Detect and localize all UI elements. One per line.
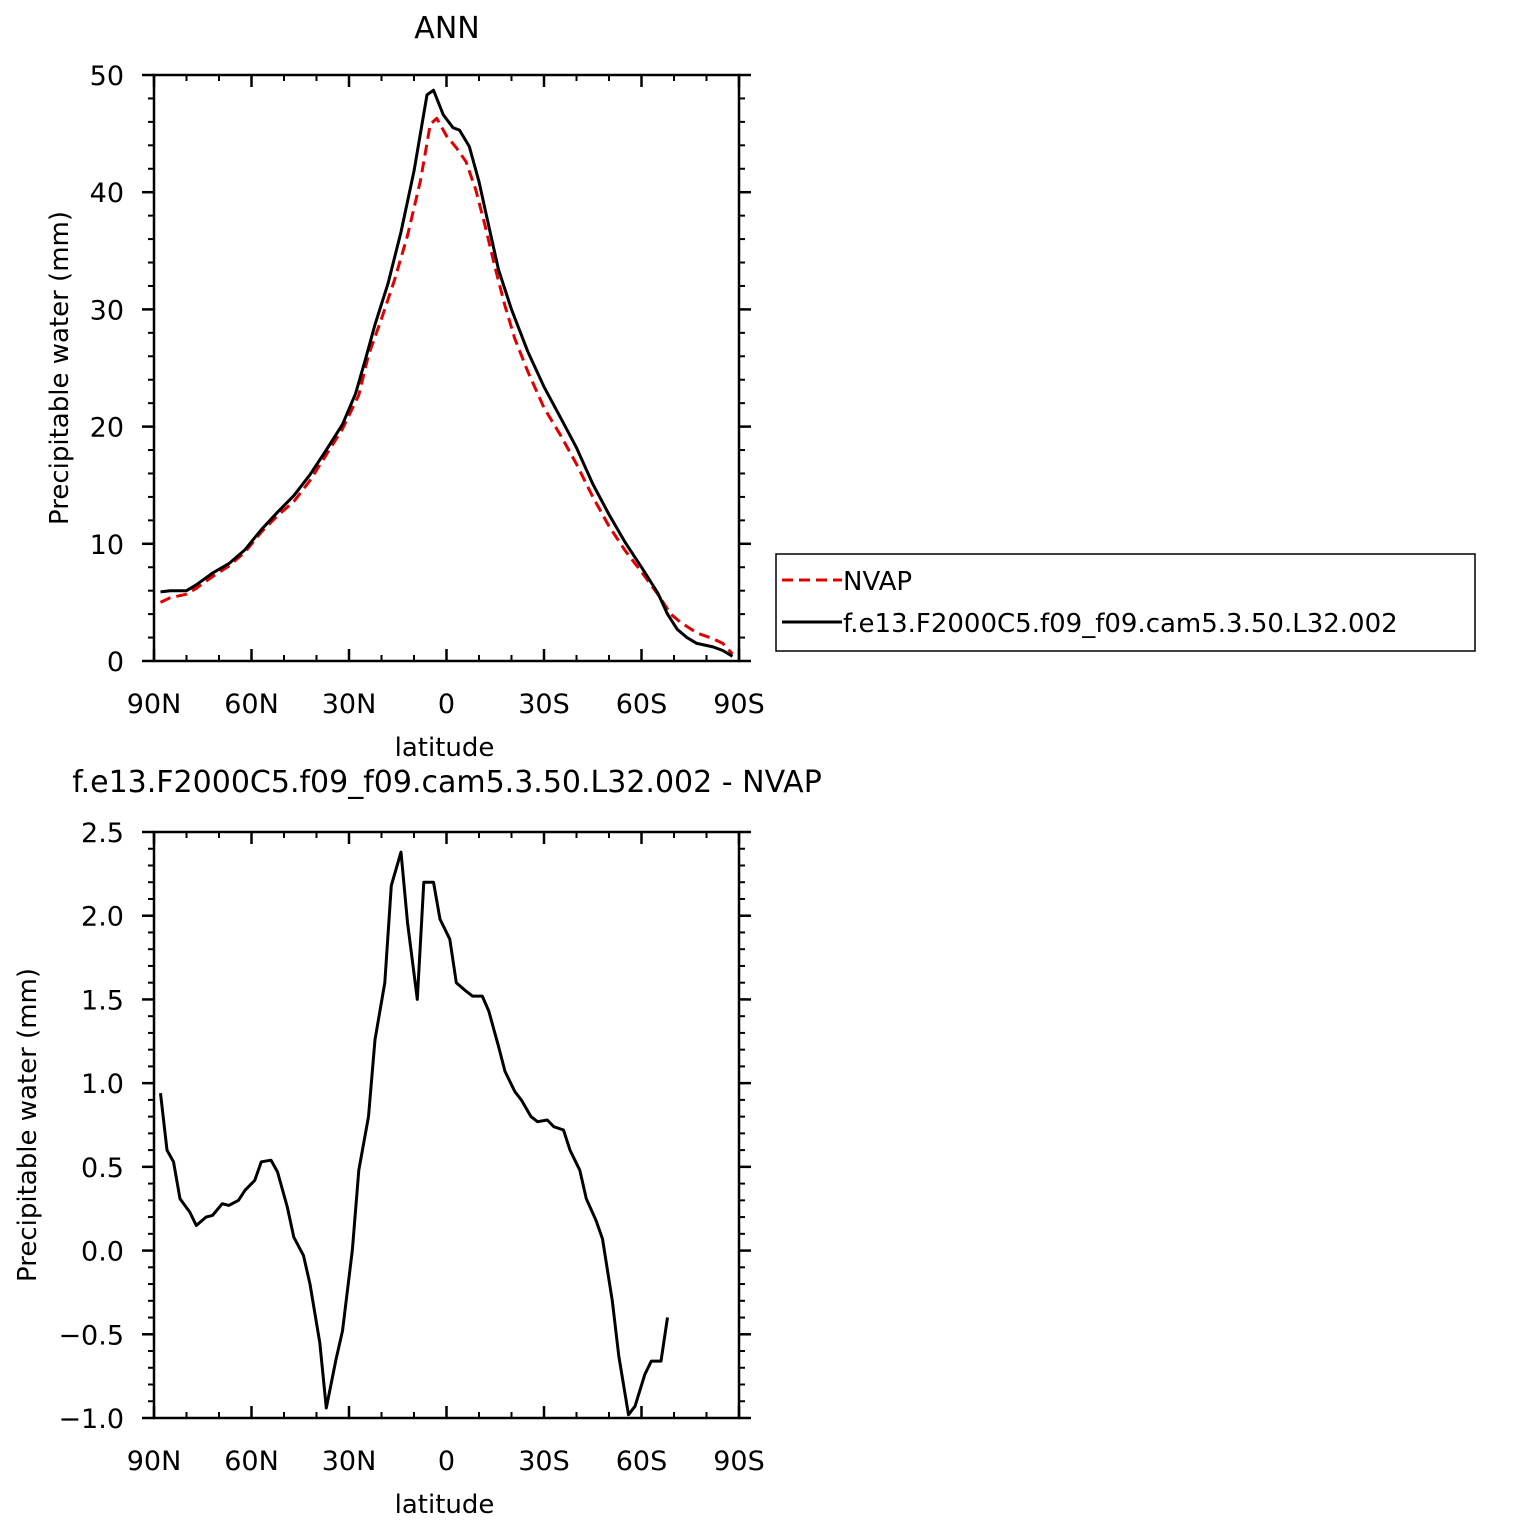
x-axis-label: latitude (395, 1490, 495, 1520)
legend-label: NVAP (843, 567, 912, 597)
y-tick-label: 0.0 (81, 1237, 124, 1268)
y-tick-label: 10 (90, 530, 124, 561)
x-tick-label: 30S (518, 1446, 570, 1477)
plot-frame (152, 73, 741, 663)
x-tick-label: 30N (322, 1446, 377, 1477)
x-tick-label: 60N (224, 1446, 279, 1477)
y-tick-label: 0 (107, 647, 124, 678)
x-tick-label: 60N (224, 689, 279, 720)
chart-title: ANN (414, 11, 479, 46)
y-tick-label: 1.0 (81, 1069, 124, 1100)
x-tick-label: 90S (713, 1446, 765, 1477)
y-axis-label: Precipitable water (mm) (45, 211, 75, 525)
x-tick-label: 0 (438, 1446, 455, 1477)
chart-title: f.e13.F2000C5.f09_f09.cam5.3.50.L32.002 … (72, 765, 822, 800)
y-tick-label: −0.5 (58, 1320, 124, 1351)
x-axis-label: latitude (395, 733, 495, 763)
x-tick-label: 90N (127, 1446, 182, 1477)
plot-frame (152, 830, 741, 1420)
y-tick-label: 30 (90, 295, 124, 326)
series-line-difference (159, 850, 669, 1417)
x-tick-label: 60S (616, 1446, 668, 1477)
x-tick-label: 0 (438, 689, 455, 720)
y-tick-label: 2.5 (81, 818, 124, 849)
legend-label: f.e13.F2000C5.f09_f09.cam5.3.50.L32.002 (843, 609, 1398, 639)
x-tick-label: 30S (518, 689, 570, 720)
y-tick-label: 40 (90, 178, 124, 209)
x-tick-label: 30N (322, 689, 377, 720)
x-tick-label: 90N (127, 689, 182, 720)
y-tick-label: 0.5 (81, 1153, 124, 1184)
bottom-panel-difference: f.e13.F2000C5.f09_f09.cam5.3.50.L32.002 … (13, 765, 822, 1520)
top-panel-ann: ANN 90N 60N 30N 0 30S 60S 90S 0 10 20 30 40 50 latitud… (45, 11, 1476, 763)
y-tick-label: 20 (90, 413, 124, 444)
y-tick-label: 2.0 (81, 902, 124, 933)
y-tick-label: 50 (90, 61, 124, 92)
y-axis-label: Precipitable water (mm) (13, 968, 43, 1282)
y-tick-label: 1.5 (81, 985, 124, 1016)
y-tick-label: −1.0 (58, 1404, 124, 1435)
series-line-f-e13-f2000c5-f09-f09-cam5-3-50-l32-002 (160, 88, 734, 658)
series-line-nvap (159, 116, 734, 656)
x-tick-label: 90S (713, 689, 765, 720)
legend-box (775, 553, 1476, 652)
x-tick-label: 60S (616, 689, 668, 720)
legend: NVAP f.e13.F2000C5.f09_f09.cam5.3.50.L32.… (775, 553, 1476, 652)
